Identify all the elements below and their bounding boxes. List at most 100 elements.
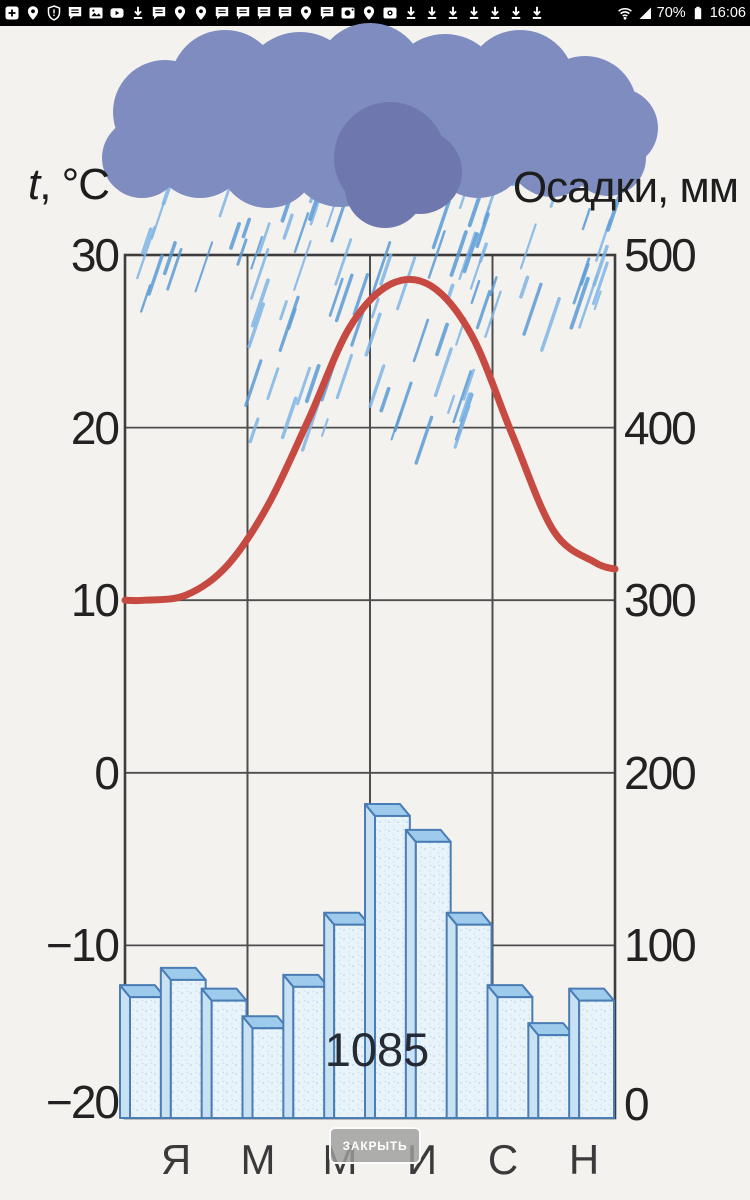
left-axis-tick: −10 (45, 919, 120, 972)
rain-streak (166, 247, 183, 291)
month-label: Н (568, 1136, 600, 1183)
rain-streak (458, 392, 471, 423)
rain-streak (462, 368, 476, 401)
photo-icon (88, 5, 104, 21)
rain-streak (458, 231, 477, 281)
rain-streak (452, 370, 473, 424)
precip-bar (159, 966, 207, 1119)
rain-streak (330, 205, 345, 243)
location-pin-icon (172, 5, 188, 21)
rain-streak (282, 213, 294, 240)
precipitation-axis-title: Осадки, мм (512, 163, 739, 212)
temperature-symbol: t (28, 160, 40, 209)
download-icon (424, 5, 440, 21)
rain-streak (194, 241, 214, 293)
chat-icon (256, 5, 272, 21)
rain-streak (334, 238, 353, 286)
month-label: М (240, 1136, 276, 1183)
rain-streak (447, 394, 456, 415)
temperature-curve (121, 275, 619, 605)
annual-precipitation-total: 1085 (324, 1023, 430, 1076)
add-box-icon (4, 5, 20, 21)
download-icon (403, 5, 419, 21)
rain-streak (412, 318, 430, 363)
battery-icon (690, 5, 706, 21)
precip-bar (445, 911, 493, 1119)
rain-streak (136, 225, 156, 280)
month-label: Я (160, 1136, 192, 1183)
status-bar: 70% 16:06 (0, 0, 750, 26)
rain-streak (569, 276, 590, 330)
rain-streak (390, 412, 402, 441)
location-pin-icon (361, 5, 377, 21)
rain-streak (236, 238, 248, 266)
rain-streak (287, 307, 297, 331)
battery-percent: 70% (656, 5, 686, 21)
rain-streak (304, 364, 321, 404)
close-button[interactable]: ЗАКРЫТЬ (329, 1127, 421, 1164)
rain-streak (218, 188, 231, 218)
shield-alert-icon (46, 5, 62, 21)
rain-streak (244, 359, 263, 407)
right-axis-tick: 0 (624, 1078, 650, 1130)
rain-streak (371, 241, 392, 295)
temperature-axis-title: t, °C (28, 160, 110, 210)
rain-streak (433, 347, 453, 398)
rain-streak (293, 240, 312, 291)
rain-streak (484, 290, 502, 339)
rain-streak (229, 222, 241, 250)
chat-icon (319, 5, 335, 21)
rain-streak (593, 290, 602, 311)
cloud-puff (345, 148, 425, 228)
rain-streak (379, 386, 391, 413)
rain-cloud (102, 23, 658, 228)
rain-streak (248, 417, 260, 444)
month-label: С (487, 1136, 519, 1183)
rain-streak (591, 261, 609, 306)
rain-streak (140, 227, 153, 255)
rain-streak (489, 276, 498, 297)
left-axis-tick: −20 (45, 1076, 120, 1128)
download-icon (130, 5, 146, 21)
right-axis-tick: 200 (624, 746, 697, 799)
rain-streak (326, 205, 335, 228)
download-icon (466, 5, 482, 21)
rain-streak (250, 235, 264, 270)
rain-streak (470, 279, 481, 305)
rain-streak (462, 392, 473, 419)
camera-icon (340, 5, 356, 21)
rain-streak (370, 297, 380, 319)
download-icon (445, 5, 461, 21)
right-axis-tick: 400 (624, 401, 697, 454)
right-axis-tick: 100 (624, 919, 697, 972)
precip-bar (200, 987, 248, 1120)
location-pin-icon (298, 5, 314, 21)
right-axis-tick: 500 (624, 229, 697, 281)
left-axis-tick: 20 (70, 401, 120, 454)
chat-icon (235, 5, 251, 21)
rain-streak (241, 217, 252, 239)
rain-streak (368, 364, 386, 408)
rain-streak (335, 353, 354, 400)
rain-streak (475, 290, 492, 330)
rain-streak (250, 278, 270, 328)
precip-bar (486, 984, 534, 1119)
wifi-icon (617, 5, 633, 21)
rain-streak (469, 249, 485, 290)
rain-streak (352, 273, 370, 316)
chat-icon (277, 5, 293, 21)
chat-icon (214, 5, 230, 21)
rain-streak (320, 418, 329, 437)
rain-streak (334, 273, 354, 323)
signal-icon (637, 5, 653, 21)
rain-streak (150, 200, 166, 240)
rain-streak (247, 302, 266, 349)
download-icon (487, 5, 503, 21)
right-axis-tick: 300 (624, 574, 697, 627)
screen-record-icon (382, 5, 398, 21)
cloud-puff (570, 120, 646, 196)
rain-streak (606, 194, 622, 232)
rain-streak (250, 248, 270, 300)
precip-bar (527, 1022, 575, 1119)
rain-streak (475, 212, 490, 249)
